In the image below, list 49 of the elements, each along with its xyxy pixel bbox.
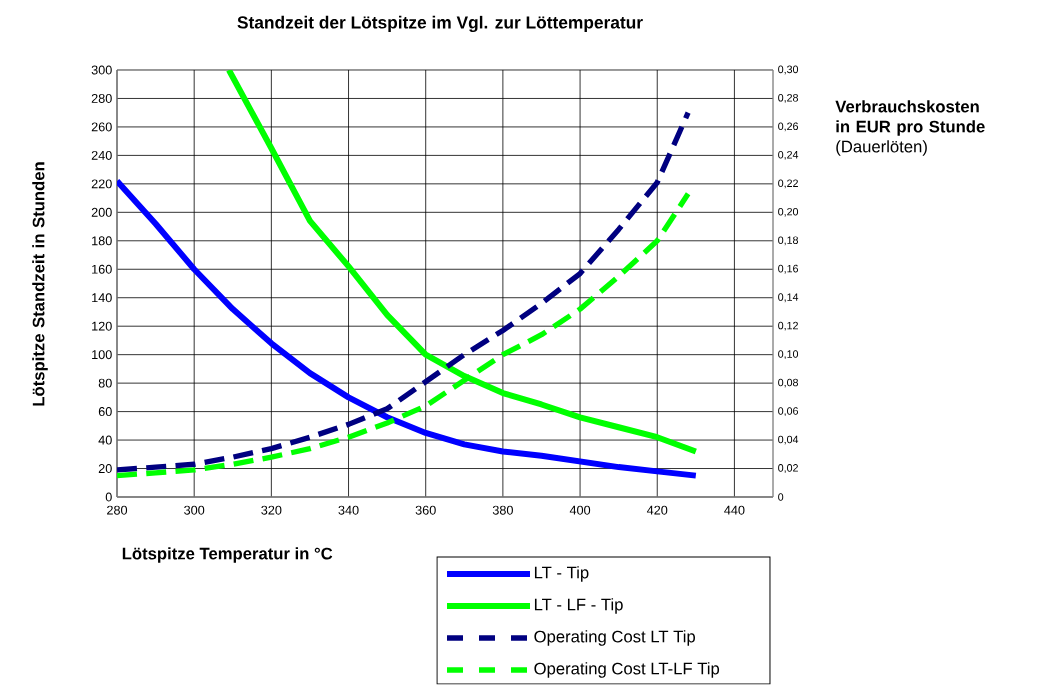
y2-tick-label: 0,10 [778, 350, 799, 360]
y-tick-label: 0 [105, 492, 112, 502]
y-tick-label: 300 [91, 65, 112, 75]
y-tick-label: 100 [92, 350, 112, 360]
y-tick-label: 140 [92, 293, 112, 303]
y2-tick-label: 0,06 [778, 407, 798, 417]
y2-tick-label: 0,24 [778, 151, 799, 161]
legend-label: LT - Tip [534, 566, 589, 582]
y-tick-label: 160 [92, 265, 112, 274]
y-axis-title: Lötspitze Standzeit in Stunden [32, 162, 48, 406]
x-tick-label: 420 [646, 505, 668, 515]
y2-tick-label: 0 [778, 493, 784, 502]
y-tick-label: 180 [92, 236, 112, 246]
y2-tick-label: 0,20 [778, 208, 799, 217]
y-tick-label: 280 [91, 94, 112, 104]
y2-axis-title: Verbrauchskosten in EUR pro Stunde (Dauerlöten) [835, 100, 985, 157]
legend-label: Operating Cost LT-LF Tip [534, 662, 720, 678]
y-tick-label: 60 [98, 407, 112, 417]
legend-label: Operating Cost LT Tip [534, 630, 696, 646]
x-tick-label: 280 [107, 505, 128, 515]
y2-tick-label: 0,30 [778, 65, 799, 75]
y2-tick-label: 0,26 [778, 122, 798, 132]
legend-label: LT - LF - Tip [534, 598, 623, 614]
y2-tick-label: 0,16 [778, 265, 798, 274]
y-tick-label: 200 [91, 208, 112, 218]
x-tick-label: 340 [338, 505, 359, 515]
y2-tick-label: 0,14 [778, 293, 799, 303]
y-tick-label: 240 [91, 151, 112, 161]
y-tick-label: 80 [98, 378, 112, 388]
x-tick-label: 300 [184, 505, 205, 515]
y-tick-label: 20 [98, 464, 112, 474]
x-tick-label: 400 [569, 505, 591, 515]
x-tick-label: 380 [492, 505, 513, 515]
y2-tick-label: 0,12 [778, 322, 798, 331]
y-tick-label: 120 [92, 321, 112, 331]
y-tick-label: 260 [91, 122, 112, 132]
y2-tick-label: 0,22 [778, 179, 798, 189]
x-tick-label: 320 [261, 505, 282, 515]
chart-title: Standzeit der Lötspitze im Vgl. zur Löttemperatur [237, 16, 643, 33]
y2-tick-label: 0,04 [778, 435, 799, 445]
x-tick-label: 360 [415, 505, 436, 515]
y2-tick-label: 0,02 [778, 464, 798, 474]
y2-tick-label: 0,08 [778, 378, 798, 388]
x-tick-label: 440 [724, 505, 745, 515]
y-tick-label: 40 [98, 435, 112, 445]
y-tick-label: 220 [91, 179, 112, 189]
y2-tick-label: 0,18 [778, 236, 798, 246]
x-axis-title: Lötspitze Temperatur in °C [122, 547, 333, 563]
y2-tick-label: 0,28 [778, 94, 798, 104]
